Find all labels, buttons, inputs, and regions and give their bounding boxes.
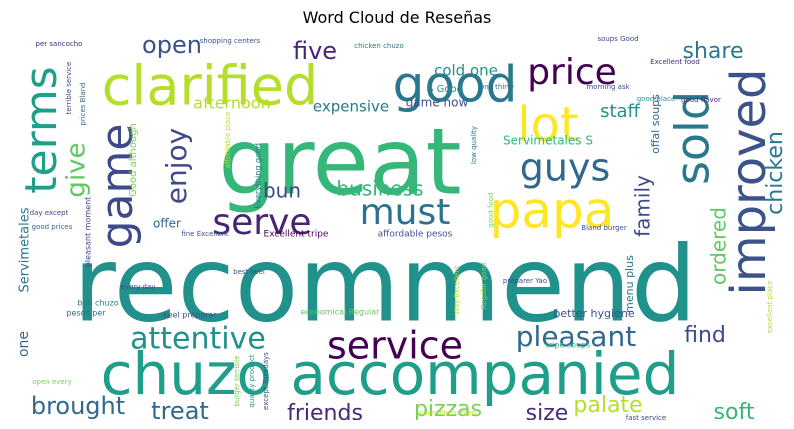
word-improved: improved (721, 68, 777, 295)
word-expensive: expensive (313, 98, 389, 116)
word-soft: soft (714, 400, 755, 420)
word-regular-good: Regular good (480, 263, 488, 310)
word-size: size (526, 401, 569, 420)
word-find: find (684, 323, 726, 348)
word-one-thirty: one thirty (480, 83, 514, 91)
word-papa: papa (490, 182, 615, 240)
word-better-hygiene: better hygiene (553, 307, 634, 320)
word-good: good (393, 56, 518, 114)
word-good-food: good food (487, 192, 495, 227)
word-everything-good: Everything good (254, 143, 263, 209)
word-open: open (142, 33, 202, 59)
word-bland-burger: Bland burger (581, 224, 627, 232)
word-service: service (327, 324, 463, 368)
word-pizzas: pizzas (414, 397, 482, 420)
word-business: business (336, 177, 423, 201)
word-excellent-tripe: Excellent tripe (264, 230, 329, 240)
word-fine-excellent: fine Excellent (181, 230, 229, 238)
word-great: great (218, 108, 461, 215)
word-cold-one: cold one (434, 62, 498, 80)
word-low-quality: low quality (470, 126, 478, 164)
word-terms: terms (16, 66, 67, 193)
word-menu-plus: menu plus (623, 255, 636, 313)
word-game: game (92, 124, 143, 249)
word-good-although: Good although (128, 123, 139, 197)
word-except-tuesdays: except Tuesdays (262, 352, 270, 410)
word-chicken: chicken (763, 131, 783, 215)
word-guys: guys (520, 146, 611, 190)
word-pesos-per: pesos per (66, 309, 106, 318)
word-offal-soups: offal soups (649, 94, 662, 154)
word-family: family (631, 175, 655, 237)
word-terrible-service: terrible service (65, 62, 73, 115)
word-offer: offer (153, 217, 181, 231)
word-lot: lot (517, 97, 579, 153)
word-cloud: recommend great chuzo accompanied clarified… (10, 33, 783, 420)
word-burger-terrible: burger terrible (233, 356, 241, 407)
word-affordable-pesos: affordable pesos (378, 230, 453, 240)
word-excellent-place: excellent place (766, 281, 774, 334)
word-palate: palate (573, 393, 642, 418)
word-affordable-place: affordable place (224, 112, 232, 169)
word-give: give (62, 142, 92, 197)
word-fast-service: fast service (626, 414, 666, 420)
word-excellent-food: Excellent food (650, 58, 700, 66)
word-ordered: ordered (707, 207, 731, 285)
word-best-keel: best keel (233, 268, 265, 276)
word-price: price (527, 52, 617, 93)
word-five: five (293, 37, 337, 65)
word-s-good: S Good (427, 84, 463, 95)
word-good-prices: good prices (32, 223, 73, 231)
word-good-flavor: good flavor (681, 96, 721, 104)
word-chicken-chuzo: chicken chuzo (354, 42, 404, 50)
word-serve: serve (212, 202, 311, 243)
word-pleasant: pleasant (516, 320, 636, 353)
word-per-sancocho: per sancocho (36, 40, 83, 48)
word-pleasant-moment: pleasant moment (84, 197, 93, 268)
word-prices-bland: prices Bland (79, 82, 87, 125)
word-staff: staff (600, 101, 640, 122)
word-share: share (683, 39, 744, 64)
word-attentive: attentive (130, 322, 266, 357)
word-sold: sold (666, 91, 720, 185)
word-open-every: open every (32, 378, 71, 386)
word-tripe-soups: tripe soups (546, 341, 591, 350)
word-every-day: every day (121, 283, 156, 291)
word-keel-preparer: keel preparer (163, 311, 217, 320)
word-good-place: good place (637, 95, 676, 103)
word-treat: treat (151, 397, 209, 420)
word-soups-good: soups Good (597, 35, 638, 43)
word-day-except: day except (30, 209, 69, 217)
word-one: one (16, 331, 32, 357)
word-afternoon: afternoon (193, 94, 270, 113)
word-servimetales-s: Servimetales S (503, 134, 593, 148)
word-quality-product: quality product (248, 354, 256, 407)
word-morning-ask: morning ask (586, 83, 630, 91)
word-must: must (360, 192, 451, 233)
word-economical-regular: economical Regular (301, 308, 381, 317)
word-preparer-yao: preparer Yao (503, 277, 547, 285)
word-bun-chuzo: bun chuzo (77, 299, 119, 308)
word-game-now: game now (406, 96, 469, 110)
word-clientele-named: clientele named (420, 409, 476, 417)
word-shopping-centers: shopping centers (200, 37, 261, 45)
word-servimetales: Servimetales (18, 207, 33, 292)
word-friends: friends (287, 401, 363, 420)
word-clarified: clarified (102, 55, 319, 118)
word-brought: brought (31, 392, 125, 420)
word-enjoy: enjoy (160, 128, 193, 204)
word-way-excellent: Way Excellent (453, 265, 461, 314)
chart-title: Word Cloud de Reseñas (302, 8, 492, 27)
word-recommend: recommend (73, 223, 697, 345)
word-bun: bun (263, 179, 301, 203)
word-chuzo-accompanied: chuzo accompanied (101, 340, 680, 408)
